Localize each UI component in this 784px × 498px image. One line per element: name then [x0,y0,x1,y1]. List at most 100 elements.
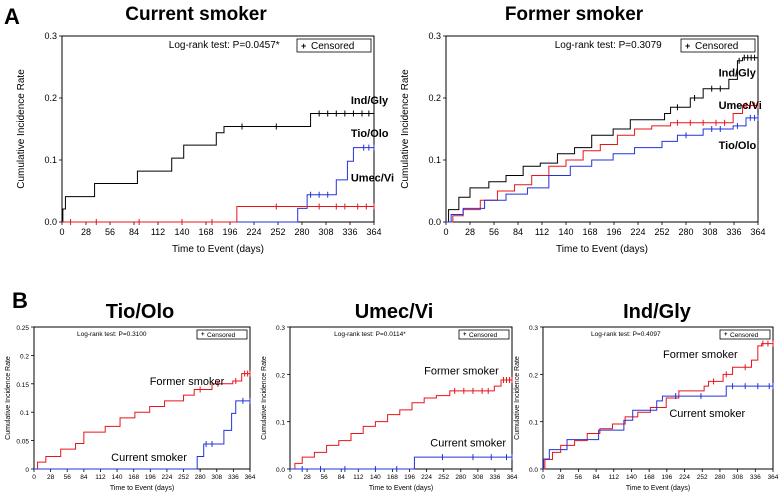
legend-marker: + [301,41,306,51]
step-line [290,456,512,470]
legend-marker: + [463,332,467,338]
legend-marker: + [201,332,205,338]
series-label: Ind/Gly [719,67,757,79]
y-tick-label: 0.1 [428,155,441,165]
x-tick-label: 280 [714,474,725,481]
chart-title: Umec/Vi [355,301,434,323]
step-line [62,113,374,223]
step-line [446,104,758,223]
x-tick-label: 196 [606,227,621,237]
x-tick-label: 56 [575,474,583,481]
x-tick-label: 0 [288,474,292,481]
y-tick-label: 0.1 [276,420,285,427]
series-label: Former smoker [150,376,225,388]
series-former-smoker: Former smoker [34,370,251,470]
y-tick-label: 0.0 [428,217,441,227]
x-tick-label: 112 [353,474,364,481]
x-tick-label: 0 [59,227,64,237]
x-tick-label: 252 [654,227,669,237]
series-label: Current smoker [669,408,745,420]
chart-title: Tio/Olo [106,301,175,323]
plot-frame [445,35,759,223]
x-tick-label: 0 [32,474,36,481]
series-former-smoker: Former smoker [290,365,513,470]
y-tick-label: 0 [25,467,29,474]
x-tick-label: 56 [105,227,115,237]
x-tick-label: 364 [750,227,765,237]
step-line [543,385,773,470]
x-tick-label: 112 [609,474,620,481]
step-line [446,117,758,223]
legend-label: Censored [730,332,759,339]
y-axis-label: Cumulative Incidence Rate [16,69,27,189]
series-ind-gly: Ind/Gly [446,54,759,223]
legend-box [458,329,510,340]
y-tick-label: 0.1 [44,155,57,165]
y-tick-label: 0.2 [276,372,285,379]
series-label: Umec/Vi [719,100,762,112]
plot-frame [542,326,774,470]
y-axis-label: Cumulative Incidence Rate [514,356,521,440]
logrank-text: Log-rank test: P=0.4097 [591,331,661,338]
x-tick-label: 0 [541,474,545,481]
x-tick-label: 56 [64,474,72,481]
y-tick-label: 0.3 [276,325,285,332]
x-tick-label: 336 [750,474,761,481]
x-tick-label: 28 [303,474,311,481]
step-line [62,206,374,223]
y-axis-label: Cumulative Incidence Rate [400,69,411,189]
legend-marker: + [724,332,728,338]
step-line [62,147,374,223]
chart-b_tio: Tio/Olo 0 28 56 84 112 140 168 196 224 252 280 308 33… [5,301,256,492]
logrank-text: Log-rank test: P=0.3100 [77,331,147,338]
series-label: Tio/Olo [719,140,757,152]
series-current-smoker: Current smoker [543,383,774,470]
x-tick-label: 224 [246,227,261,237]
logrank-text: Log-rank test: P=0.0114* [334,331,406,338]
series-current-smoker: Current smoker [290,437,513,472]
x-tick-label: 280 [294,227,309,237]
x-tick-label: 280 [195,474,206,481]
x-tick-label: 168 [198,227,213,237]
y-tick-label: 0.05 [16,439,29,446]
x-tick-label: 252 [178,474,189,481]
y-tick-label: 0.3 [529,325,538,332]
x-axis-label: Time to Event (days) [369,485,433,492]
y-tick-label: 0.2 [529,372,538,379]
x-tick-label: 168 [128,474,139,481]
chart-a_former: Former smoker 0 28 56 84 112 140 168 196 224 252 28… [400,4,766,255]
y-tick-label: 0.0 [44,217,57,227]
x-tick-label: 196 [404,474,415,481]
series-label: Ind/Gly [351,95,389,107]
x-tick-label: 252 [270,227,285,237]
x-tick-label: 308 [318,227,333,237]
chart-title: Former smoker [505,4,644,25]
plot-frame [61,35,375,223]
x-tick-label: 28 [47,474,55,481]
charts-group: Current smoker 0 28 56 84 112 140 168 196 224 252 2… [5,4,779,492]
x-axis-label: Time to Event (days) [626,485,690,492]
legend-label: Censored [469,332,498,339]
x-tick-label: 336 [342,227,357,237]
x-tick-label: 196 [145,474,156,481]
panel-label-b: B [12,288,28,313]
legend-box [196,329,248,340]
chart-a_current: Current smoker 0 28 56 84 112 140 168 196 224 252 2… [16,4,394,255]
legend-box [296,38,372,53]
series-ind-gly: Ind/Gly [62,95,389,223]
y-tick-label: 0.2 [44,93,57,103]
legend-label: Censored [311,41,354,52]
x-axis-label: Time to Event (days) [556,244,648,255]
chart-b_ind: Ind/Gly 0 28 56 84 112 140 168 196 224 252 280 308 33… [514,301,779,492]
step-line [543,343,773,470]
x-tick-label: 308 [211,474,222,481]
x-axis-label: Time to Event (days) [172,244,264,255]
x-tick-label: 168 [387,474,398,481]
series-label: Umec/Vi [351,173,394,185]
x-tick-label: 364 [245,474,256,481]
y-tick-label: 0.25 [16,325,29,332]
x-tick-label: 308 [702,227,717,237]
series-umec-vi: Umec/Vi [62,173,394,225]
x-tick-label: 308 [732,474,743,481]
